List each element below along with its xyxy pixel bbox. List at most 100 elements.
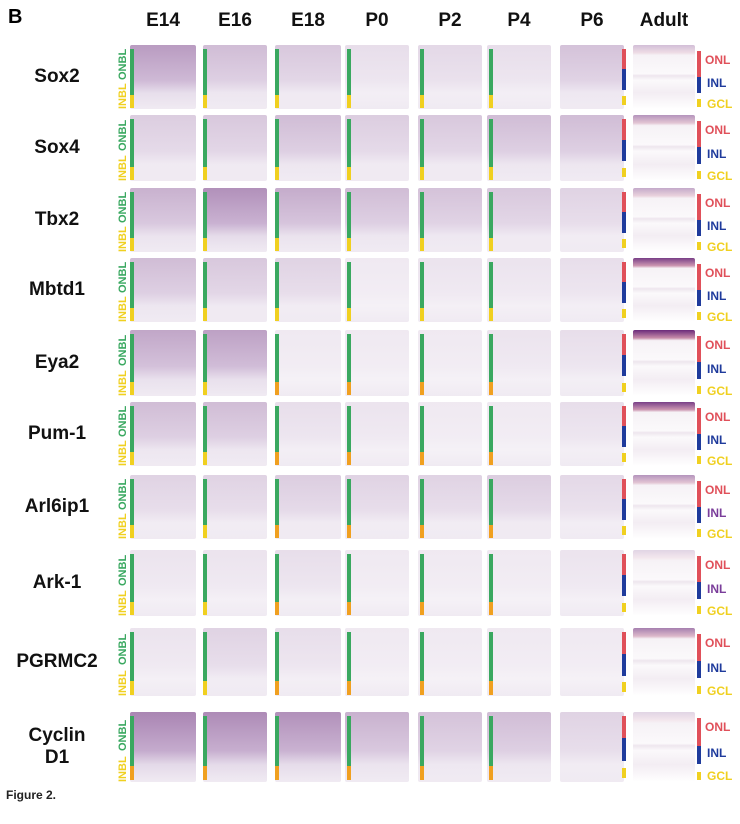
onl-bar	[697, 408, 701, 434]
inl-bar	[622, 212, 626, 233]
inbl-label: INBL	[117, 226, 129, 252]
inbl-bar	[420, 381, 424, 395]
inl-bar	[697, 746, 701, 764]
onbl-bar	[420, 49, 424, 96]
inl-bar	[697, 506, 701, 523]
inbl-bar	[420, 95, 424, 108]
ish-panel-eya2-e14	[130, 330, 196, 396]
inbl-bar	[130, 308, 134, 321]
onl-bar	[622, 554, 626, 576]
inbl-bar	[347, 601, 351, 615]
inbl-bar	[275, 238, 279, 251]
ish-panel-ark-1-p4	[487, 550, 551, 616]
ish-panel-sox4-p2	[418, 115, 482, 181]
onl-label: ONL	[705, 720, 731, 734]
ish-panel-arl6ip1-p4	[487, 475, 551, 539]
ish-panel-eya2-e16	[203, 330, 267, 396]
inl-label: INL	[707, 288, 727, 303]
onbl-bar	[347, 49, 351, 96]
stage-header-p0: P0	[365, 10, 389, 31]
onbl-bar	[420, 479, 424, 526]
inbl-bar	[130, 381, 134, 395]
ish-panel-ark-1-e16	[203, 550, 267, 616]
onbl-bar	[130, 49, 134, 96]
stage-header-e14: E14	[146, 10, 180, 31]
onbl-bar	[130, 192, 134, 239]
ish-panel-pgrmc2-adult	[633, 628, 695, 696]
inbl-bar	[203, 381, 207, 395]
onbl-bar	[275, 479, 279, 526]
ish-panel-ark-1-p6	[560, 550, 624, 616]
inbl-bar	[347, 525, 351, 538]
onbl-bar	[489, 632, 493, 681]
gcl-label: GCL	[707, 527, 733, 542]
inbl-label: INBL	[117, 756, 129, 782]
onl-label: ONL	[705, 636, 731, 650]
ish-panel-ark-1-adult	[633, 550, 695, 616]
inbl-bar	[203, 601, 207, 615]
onbl-bar	[203, 716, 207, 767]
inbl-bar	[420, 452, 424, 465]
onbl-label: ONBL	[117, 479, 129, 511]
onbl-bar	[420, 716, 424, 767]
onl-label: ONL	[705, 123, 731, 137]
ish-panel-cyclin-d1-e18	[275, 712, 341, 782]
ish-panel-sox4-e16	[203, 115, 267, 181]
onbl-bar	[489, 334, 493, 382]
inbl-bar	[203, 766, 207, 781]
onbl-bar	[420, 262, 424, 309]
ish-panel-mbtd1-p0	[345, 258, 409, 322]
onbl-bar	[130, 716, 134, 767]
onbl-bar	[420, 192, 424, 239]
ish-panel-pgrmc2-p2	[418, 628, 482, 696]
ish-panel-pgrmc2-e18	[275, 628, 341, 696]
onl-bar	[697, 121, 701, 148]
onbl-bar	[347, 479, 351, 526]
ish-panel-cyclin-d1-p0	[345, 712, 409, 782]
onbl-bar	[347, 192, 351, 239]
onbl-bar	[275, 632, 279, 681]
ish-panel-ark-1-e18	[275, 550, 341, 616]
inl-bar	[697, 289, 701, 306]
onbl-bar	[275, 406, 279, 453]
onbl-bar	[275, 334, 279, 382]
onbl-bar	[130, 632, 134, 681]
gcl-bar	[622, 239, 626, 249]
onbl-bar	[420, 554, 424, 602]
stage-header-e18: E18	[291, 10, 325, 31]
onbl-label: ONBL	[117, 555, 129, 587]
gcl-label: GCL	[707, 769, 733, 784]
ish-panel-cyclin-d1-p4	[487, 712, 551, 782]
ish-panel-sox4-e14	[130, 115, 196, 181]
gcl-bar	[697, 171, 701, 179]
ish-panel-pum-1-e18	[275, 402, 341, 466]
ish-panel-sox4-p4	[487, 115, 551, 181]
inbl-bar	[489, 452, 493, 465]
inbl-bar	[489, 381, 493, 395]
onbl-bar	[275, 262, 279, 309]
ish-panel-tbx2-p4	[487, 188, 551, 252]
gcl-label: GCL	[707, 454, 733, 469]
inbl-bar	[489, 680, 493, 695]
stage-header-p6: P6	[580, 10, 604, 31]
onbl-label: ONBL	[117, 192, 129, 224]
inl-bar	[622, 355, 626, 377]
inbl-label: INBL	[117, 155, 129, 181]
onbl-bar	[347, 406, 351, 453]
inl-label: INL	[707, 505, 727, 520]
gcl-bar	[697, 771, 701, 780]
gcl-bar	[697, 242, 701, 251]
onl-bar	[697, 481, 701, 507]
inl-bar	[697, 76, 701, 93]
onl-bar	[622, 49, 626, 70]
ish-panel-sox4-p6	[560, 115, 624, 181]
gene-label-mbtd1: Mbtd1	[29, 279, 85, 300]
inbl-label: INBL	[117, 296, 129, 322]
ish-panel-ark-1-p2	[418, 550, 482, 616]
ish-panel-sox2-e18	[275, 45, 341, 109]
inl-bar	[697, 219, 701, 236]
onbl-bar	[489, 716, 493, 767]
inbl-bar	[420, 766, 424, 781]
ish-panel-tbx2-e18	[275, 188, 341, 252]
inbl-bar	[275, 525, 279, 538]
